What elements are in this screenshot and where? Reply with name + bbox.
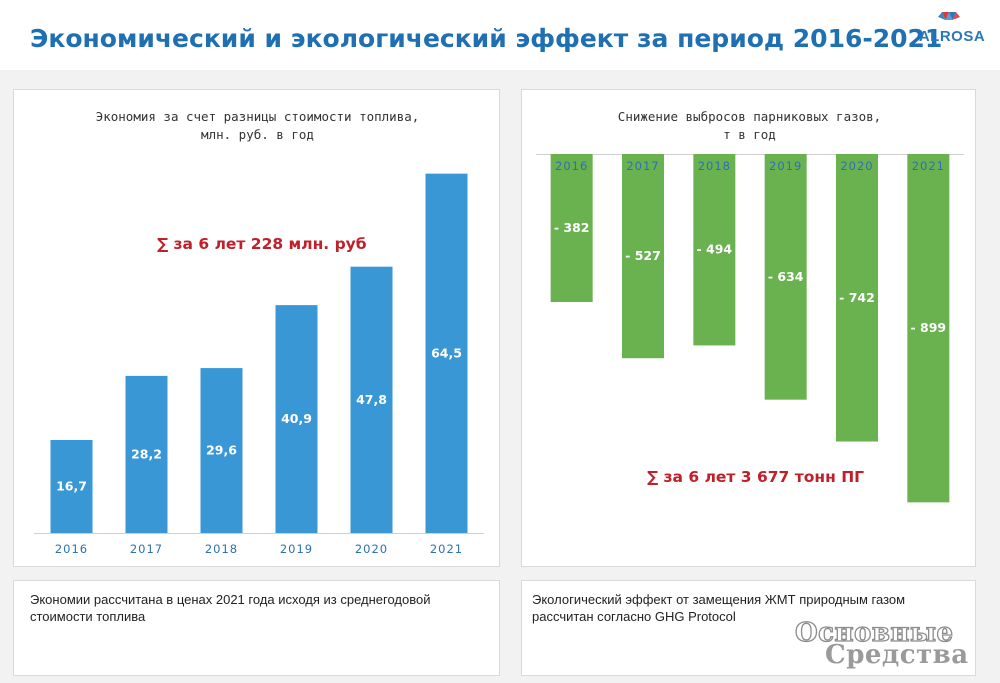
alrosa-logo: ALROSA: [912, 8, 992, 48]
left-bar-2020: [350, 266, 393, 533]
left-value-label: 16,7: [56, 478, 87, 493]
right-value-label: - 494: [697, 242, 733, 257]
right-tick-label: 2019: [769, 159, 802, 173]
left-chart: 16,7 2016 28,2 2017 29,6 2018 40,9 2019 47,8 2020…: [34, 173, 484, 556]
right-tick-label: 2017: [626, 159, 659, 173]
left-tick-label: 2017: [130, 542, 163, 556]
left-bar-2018: [200, 368, 243, 533]
right-chart-panel: Снижение выбросов парниковых газов, т в …: [521, 89, 976, 567]
watermark-line2: Средства: [825, 640, 969, 670]
left-tick-label: 2021: [430, 542, 463, 556]
right-value-label: - 899: [911, 320, 947, 335]
left-note-panel: Экономии рассчитана в ценах 2021 года ис…: [13, 580, 500, 676]
right-tick-label: 2016: [555, 159, 588, 173]
right-value-label: - 634: [768, 269, 804, 284]
left-value-label: 40,9: [281, 411, 312, 426]
left-value-label: 29,6: [206, 443, 237, 458]
right-bar-2020: [836, 154, 878, 442]
right-note-text: Экологический эффект от замещения ЖМТ пр…: [532, 592, 906, 624]
left-tick-label: 2020: [355, 542, 388, 556]
right-bar-2018: [693, 154, 736, 346]
left-bar-2016: [50, 439, 93, 533]
right-tick-label: 2021: [912, 159, 945, 173]
left-value-label: 28,2: [131, 446, 162, 461]
right-bar-2021: [907, 154, 950, 503]
left-tick-label: 2019: [280, 542, 313, 556]
left-bar-2019: [275, 305, 318, 533]
left-bar-2021: [425, 173, 468, 533]
header: Экономический и экологический эффект за …: [0, 0, 1000, 70]
left-bar-2017: [125, 375, 168, 533]
left-value-label: 64,5: [431, 345, 462, 360]
right-total-annotation: ∑ за 6 лет 3 677 тонн ПГ: [647, 468, 865, 486]
left-value-label: 47,8: [356, 392, 387, 407]
right-bar-2016: [550, 154, 593, 303]
right-note-panel: Экологический эффект от замещения ЖМТ пр…: [521, 580, 976, 676]
right-tick-label: 2020: [840, 159, 873, 173]
left-tick-label: 2016: [55, 542, 88, 556]
right-chart-title: Снижение выбросов парниковых газов, т в …: [617, 109, 882, 142]
logo-text: ALROSA: [918, 28, 986, 45]
page-title: Экономический и экологический эффект за …: [30, 24, 943, 53]
right-value-label: - 382: [554, 220, 590, 235]
left-total-annotation: ∑ за 6 лет 228 млн. руб: [157, 235, 367, 253]
watermark-line1: Основные: [794, 617, 954, 648]
diamond-icon: [938, 12, 960, 20]
watermark: Основные Средства: [794, 617, 995, 678]
right-bar-2019: [764, 154, 807, 400]
right-tick-label: 2018: [698, 159, 731, 173]
right-bar-2017: [622, 154, 664, 359]
left-chart-title: Экономия за счет разницы стоимости топли…: [95, 109, 420, 142]
right-value-label: - 742: [839, 290, 875, 305]
right-value-label: - 527: [625, 248, 661, 263]
left-chart-panel: Экономия за счет разницы стоимости топли…: [13, 89, 500, 567]
left-note-text: Экономии рассчитана в ценах 2021 года ис…: [30, 592, 431, 624]
left-tick-label: 2018: [205, 542, 238, 556]
right-chart: 2016 - 382 2017 - 527 2018 - 494 2019 - 634 2020…: [536, 154, 964, 503]
